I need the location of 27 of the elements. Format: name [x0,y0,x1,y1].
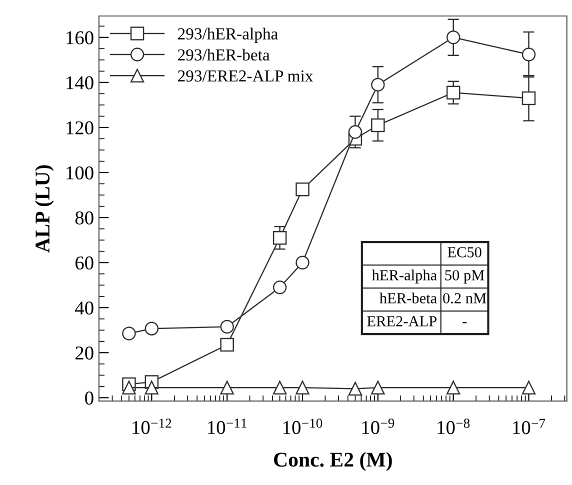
y-axis-title: ALP (LU) [34,165,54,253]
y-tick-label: 60 [75,256,94,270]
annotation: 50 pM [445,270,484,284]
annotation: EC50 [448,247,482,258]
y-tick-label: 160 [66,31,94,44]
legend-label: 293/hER-beta [178,48,270,61]
annotation: - [462,322,467,324]
x-tick-label: 10$^{−9}$ [362,418,394,434]
legend-label: 293/ERE2-ALP mix [178,70,314,82]
x-tick-label: 10$^{−11}$ [208,418,246,434]
y-tick-label: 80 [75,211,94,224]
y-tick-label: 100 [66,166,94,180]
y-tick-label: 120 [66,121,94,134]
x-tick-label: 10$^{−10}$ [284,418,322,434]
y-tick-label: 20 [76,346,94,360]
y-tick-label: 0 [85,392,94,405]
y-tick-label: 40 [75,301,94,315]
legend-label: 293/hER-alpha [178,28,278,43]
annotation: hER-beta [380,292,437,304]
annotation: ERE2-ALP [367,316,437,326]
x-tick-label: 10$^{−7}$ [513,418,546,434]
x-tick-label: 10$^{−12}$ [132,418,172,434]
annotation: 0.2 nM [443,293,486,304]
x-tick-label: 10$^{−8}$ [438,418,470,434]
annotation: hER-alpha [372,270,437,284]
y-tick-label: 140 [66,76,94,90]
x-axis-title: Conc. E2 (M) [274,452,392,471]
